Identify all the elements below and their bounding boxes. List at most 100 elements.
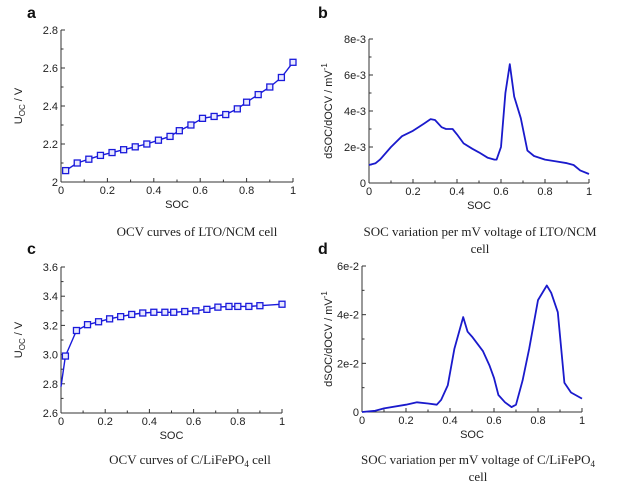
y-tick-label: 2.8 <box>43 379 58 391</box>
series-line <box>361 284 583 413</box>
data-point <box>210 112 218 121</box>
data-point <box>242 98 251 106</box>
y-axis-label: dSOC/dOCV / mV-1 <box>320 63 335 159</box>
x-tick-label: 0.4 <box>146 185 161 197</box>
x-axis-label: SOC <box>467 200 491 212</box>
y-axis-label: UOC / V <box>13 87 27 124</box>
y-tick-label: 3.0 <box>43 350 58 362</box>
y-axis-label-sub: OC <box>18 338 27 350</box>
y-tick-label: 3.2 <box>43 320 58 332</box>
y-axis-label: UOC / V <box>13 321 27 358</box>
data-point <box>175 127 183 135</box>
data-point <box>214 303 222 311</box>
x-axis-label: SOC <box>160 430 184 442</box>
panel-label: a <box>27 5 36 22</box>
y-axis-label-sub: OC <box>18 104 27 116</box>
data-point <box>198 114 207 122</box>
x-tick-label: 0 <box>359 415 365 427</box>
y-axis-label-main: dSOC/dOCV / mV <box>323 298 335 387</box>
data-point <box>150 308 158 316</box>
caption-main: OCV curves of C/LiFePO <box>109 452 244 467</box>
data-point <box>61 352 70 360</box>
y-axis-label: dSOC/dOCV / mV-1 <box>320 291 335 387</box>
y-tick-label: 0 <box>360 178 366 190</box>
caption-sub: 4 <box>590 459 595 469</box>
data-point <box>187 121 195 129</box>
series-line <box>60 303 283 387</box>
y-tick-label: 2e-3 <box>344 142 366 154</box>
data-point <box>83 321 92 329</box>
data-point <box>278 300 286 308</box>
data-point <box>131 143 139 151</box>
data-point <box>166 132 174 141</box>
data-point <box>254 90 262 99</box>
x-tick-label: 0 <box>58 185 64 197</box>
data-point <box>73 159 81 167</box>
x-tick-label: 0.4 <box>442 415 457 427</box>
data-point <box>277 73 286 82</box>
x-tick-label: 0.2 <box>100 185 115 197</box>
y-tick-label: 3.6 <box>43 262 58 274</box>
data-point <box>222 110 230 119</box>
data-point <box>128 310 136 319</box>
caption-line-2: cell <box>469 469 488 484</box>
data-point <box>192 307 200 315</box>
caption: OCV curves of C/LiFePO4 cell <box>109 452 271 469</box>
data-point <box>105 315 114 323</box>
x-tick-label: 0.4 <box>449 186 464 198</box>
data-point <box>72 326 81 335</box>
caption: SOC variation per mV voltage of LTO/NCM <box>363 224 596 239</box>
panel-b: b 0 0.2 0.4 0.6 0.8 1 0 2e-3 4e-3 6e-3 8e-3 SOC dSOC/… <box>318 5 597 256</box>
y-tick-label: 6e-2 <box>337 261 359 273</box>
data-point <box>225 302 233 311</box>
x-tick-label: 0.8 <box>530 415 545 427</box>
x-tick-label: 0.8 <box>537 186 552 198</box>
y-tick-label: 2.6 <box>43 63 58 75</box>
series-line <box>368 63 590 175</box>
x-tick-label: 0.2 <box>98 416 113 428</box>
y-axis-label-main: U <box>13 116 25 124</box>
caption-main: SOC variation per mV voltage of C/LiFePO <box>361 452 590 467</box>
panel-label: b <box>318 5 328 22</box>
x-tick-label: 0 <box>58 416 64 428</box>
data-point <box>181 307 189 316</box>
data-point <box>245 302 253 311</box>
data-point <box>119 146 128 154</box>
x-tick-label: 0.6 <box>193 185 208 197</box>
data-point <box>61 166 70 175</box>
data-point <box>94 318 103 326</box>
x-axis-label: SOC <box>165 199 189 211</box>
data-point <box>266 83 274 91</box>
y-tick-label: 0 <box>353 407 359 419</box>
x-tick-label: 0.6 <box>493 186 508 198</box>
data-point <box>203 305 211 313</box>
data-point <box>234 302 242 311</box>
data-point <box>143 140 151 148</box>
y-tick-label: 2e-2 <box>337 358 359 370</box>
x-tick-label: 1 <box>279 416 285 428</box>
caption-line-2: cell <box>471 241 490 256</box>
caption-sub: 4 <box>244 459 249 469</box>
data-point <box>139 309 147 317</box>
y-axis-label-main: U <box>13 350 25 358</box>
y-tick-label: 3.4 <box>43 291 58 303</box>
y-tick-label: 2.8 <box>43 25 58 37</box>
x-tick-label: 0.2 <box>398 415 413 427</box>
data-point <box>117 312 125 321</box>
x-tick-label: 0.6 <box>186 416 201 428</box>
data-point <box>154 136 163 144</box>
y-axis-label-sup: -1 <box>320 63 329 71</box>
y-tick-label: 4e-3 <box>344 106 366 118</box>
data-point <box>96 151 105 160</box>
data-point <box>85 155 93 163</box>
x-axis-label: SOC <box>460 429 484 441</box>
data-point <box>170 308 178 316</box>
panel-c: c 0 0.2 0.4 0.6 0.8 1 2.6 2.8 3.0 3.2 3.4 3.6 SOC UOC … <box>13 241 286 469</box>
y-tick-label: 2.4 <box>43 101 58 113</box>
panel-label: c <box>27 241 36 258</box>
y-tick-label: 4e-2 <box>337 310 359 322</box>
x-tick-label: 1 <box>290 185 296 197</box>
x-tick-label: 0.6 <box>486 415 501 427</box>
data-point <box>256 302 264 310</box>
